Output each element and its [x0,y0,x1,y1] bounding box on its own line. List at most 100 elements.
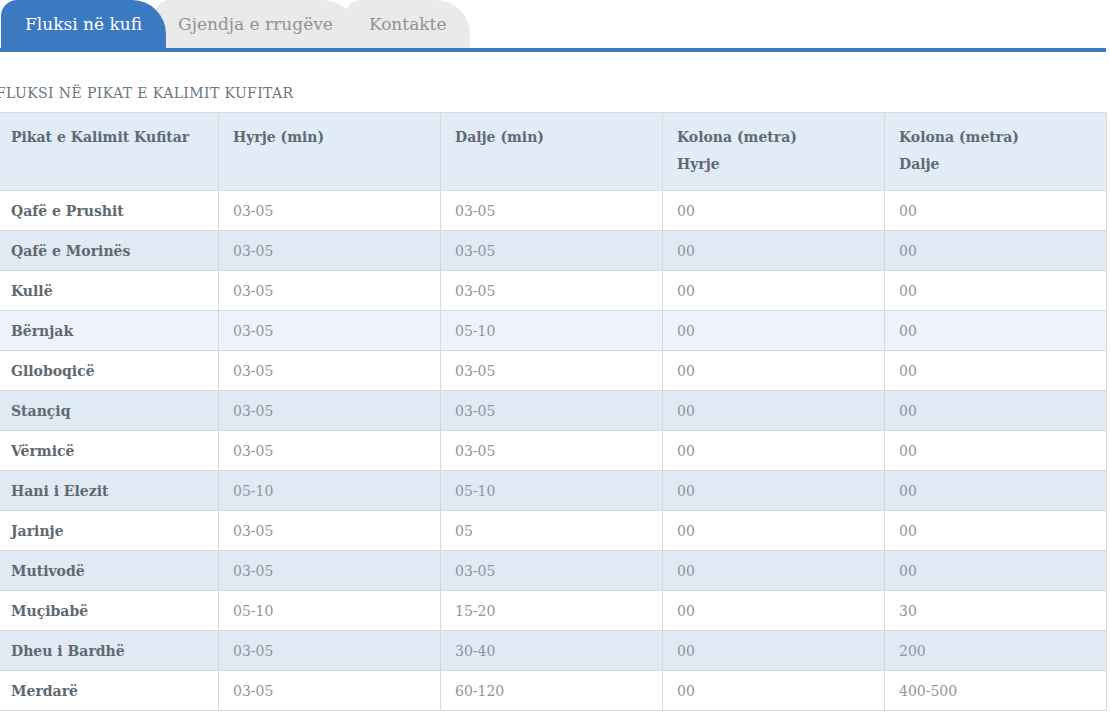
footer: Përditesuar: 21/08/2023 06:51:52 [0,711,1106,721]
dalje-min-cell: 03-05 [441,191,663,231]
crossing-name-cell: Jarinje [0,511,219,551]
kolona-dalje-cell: 00 [885,191,1107,231]
kolona-dalje-cell: 00 [885,351,1107,391]
hyrje-min-cell: 03-05 [219,191,441,231]
col-header-hyrje-min: Hyrje (min) [219,113,441,191]
col-header-dalje-min: Dalje (min) [441,113,663,191]
crossing-name-cell: Muçibabë [0,591,219,631]
hyrje-min-cell: 03-05 [219,511,441,551]
kolona-dalje-cell: 30 [885,591,1107,631]
dalje-min-cell: 03-05 [441,391,663,431]
col-header-pikat-e-kalimit: Pikat e Kalimit Kufitar [0,113,219,191]
kolona-hyrje-cell: 00 [663,631,885,671]
dalje-min-cell: 03-05 [441,551,663,591]
crossing-name-cell: Kullë [0,271,219,311]
kolona-dalje-cell: 00 [885,271,1107,311]
crossing-name-cell: Bërnjak [0,311,219,351]
col-header-label: Dalje (min) [455,124,652,151]
col-header-kolona-hyrje: Kolona (metra) Hyrje [663,113,885,191]
hyrje-min-cell: 05-10 [219,591,441,631]
tab-kontakte[interactable]: Kontakte [345,0,471,48]
tab-underline [0,48,1106,52]
kolona-hyrje-cell: 00 [663,471,885,511]
col-header-label-line1: Kolona (metra) [899,124,1096,151]
crossing-name-cell: Merdarë [0,671,219,711]
crossing-name-cell: Dheu i Bardhë [0,631,219,671]
table-row: Dheu i Bardhë 03-05 30-40 00 200 [0,631,1107,671]
table-row: Qafë e Morinës 03-05 03-05 00 00 [0,231,1107,271]
tab-fluksi-ne-kufi[interactable]: Fluksi në kufi [1,0,166,48]
crossing-name-cell: Hani i Elezit [0,471,219,511]
kolona-dalje-cell: 200 [885,631,1107,671]
kolona-hyrje-cell: 00 [663,511,885,551]
kolona-dalje-cell: 00 [885,551,1107,591]
table-body: Qafë e Prushit 03-05 03-05 00 00 Qafë e … [0,191,1107,711]
dalje-min-cell: 03-05 [441,271,663,311]
kolona-hyrje-cell: 00 [663,391,885,431]
tab-gjendja-e-rrugeve[interactable]: Gjendja e rrugëve [154,0,357,48]
tab-bar: Fluksi në kufi Gjendja e rrugëve Kontakt… [0,0,1110,48]
hyrje-min-cell: 03-05 [219,671,441,711]
hyrje-min-cell: 03-05 [219,271,441,311]
kolona-hyrje-cell: 00 [663,311,885,351]
hyrje-min-cell: 03-05 [219,311,441,351]
col-header-label-line2: Hyrje [677,151,874,178]
dalje-min-cell: 05-10 [441,311,663,351]
hyrje-min-cell: 03-05 [219,391,441,431]
dalje-min-cell: 15-20 [441,591,663,631]
col-header-label: Pikat e Kalimit Kufitar [11,124,208,151]
table-row: Kullë 03-05 03-05 00 00 [0,271,1107,311]
table-header-row: Pikat e Kalimit Kufitar Hyrje (min) Dalj… [0,113,1107,191]
kolona-hyrje-cell: 00 [663,271,885,311]
kolona-hyrje-cell: 00 [663,191,885,231]
crossing-name-cell: Qafë e Prushit [0,191,219,231]
kolona-dalje-cell: 00 [885,471,1107,511]
col-header-label-line1: Kolona (metra) [677,124,874,151]
kolona-hyrje-cell: 00 [663,231,885,271]
kolona-dalje-cell: 00 [885,511,1107,551]
kolona-hyrje-cell: 00 [663,591,885,631]
dalje-min-cell: 05 [441,511,663,551]
table-row: Qafë e Prushit 03-05 03-05 00 00 [0,191,1107,231]
border-traffic-page: Fluksi në kufi Gjendja e rrugëve Kontakt… [0,0,1110,721]
kolona-dalje-cell: 00 [885,391,1107,431]
kolona-hyrje-cell: 00 [663,431,885,471]
dalje-min-cell: 03-05 [441,431,663,471]
table-row: Merdarë 03-05 60-120 00 400-500 [0,671,1107,711]
crossing-name-cell: Glloboqicë [0,351,219,391]
kolona-hyrje-cell: 00 [663,551,885,591]
crossing-name-cell: Stançiq [0,391,219,431]
dalje-min-cell: 03-05 [441,351,663,391]
hyrje-min-cell: 03-05 [219,351,441,391]
kolona-hyrje-cell: 00 [663,351,885,391]
hyrje-min-cell: 03-05 [219,431,441,471]
kolona-dalje-cell: 00 [885,231,1107,271]
page-title: FLUKSI NË PIKAT E KALIMIT KUFITAR [0,85,1110,101]
table-row: Glloboqicë 03-05 03-05 00 00 [0,351,1107,391]
dalje-min-cell: 60-120 [441,671,663,711]
hyrje-min-cell: 03-05 [219,231,441,271]
hyrje-min-cell: 03-05 [219,631,441,671]
kolona-dalje-cell: 400-500 [885,671,1107,711]
kolona-hyrje-cell: 00 [663,671,885,711]
hyrje-min-cell: 05-10 [219,471,441,511]
dalje-min-cell: 05-10 [441,471,663,511]
table-row: Hani i Elezit 05-10 05-10 00 00 [0,471,1107,511]
table-row: Muçibabë 05-10 15-20 00 30 [0,591,1107,631]
table-row: Bërnjak 03-05 05-10 00 00 [0,311,1107,351]
table-row: Jarinje 03-05 05 00 00 [0,511,1107,551]
dalje-min-cell: 30-40 [441,631,663,671]
col-header-label-line2: Dalje [899,151,1096,178]
table-row: Mutivodë 03-05 03-05 00 00 [0,551,1107,591]
border-crossings-table: Pikat e Kalimit Kufitar Hyrje (min) Dalj… [0,112,1107,711]
col-header-label: Hyrje (min) [233,124,430,151]
kolona-dalje-cell: 00 [885,431,1107,471]
table-row: Vërmicë 03-05 03-05 00 00 [0,431,1107,471]
crossing-name-cell: Mutivodë [0,551,219,591]
col-header-kolona-dalje: Kolona (metra) Dalje [885,113,1107,191]
crossing-name-cell: Qafë e Morinës [0,231,219,271]
crossing-name-cell: Vërmicë [0,431,219,471]
table-row: Stançiq 03-05 03-05 00 00 [0,391,1107,431]
dalje-min-cell: 03-05 [441,231,663,271]
kolona-dalje-cell: 00 [885,311,1107,351]
